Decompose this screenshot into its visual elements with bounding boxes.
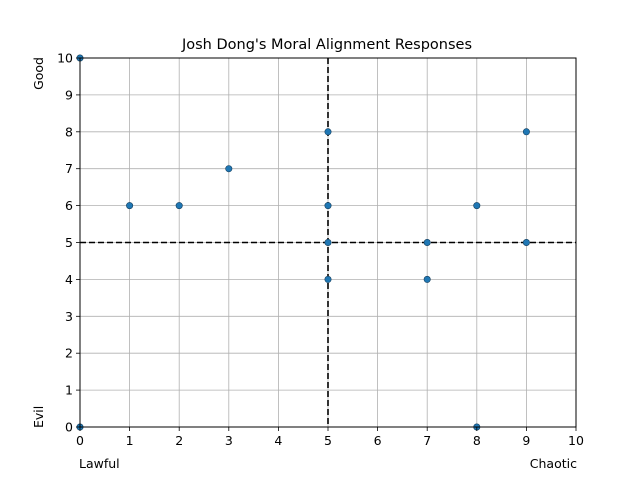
scatter-point [324,128,332,136]
y-tick-label: 5 [65,235,73,250]
x-tick-label: 7 [423,433,431,448]
y-tick-label: 10 [57,51,73,66]
scatter-point [522,128,530,136]
x-axis-label-right: Chaotic [530,456,577,471]
x-tick-label: 0 [76,433,84,448]
y-axis-label-top: Good [31,57,46,90]
scatter-point [423,239,431,247]
scatter-point [473,202,481,210]
axis-ticks: 0 1 2 3 4 5 6 7 8 9 10 0 1 2 3 4 5 6 7 8 9 10 [57,51,584,449]
scatter-point [324,202,332,210]
y-tick-label: 6 [65,198,73,213]
data-points [76,54,530,431]
x-tick-label: 5 [324,433,332,448]
y-tick-label: 1 [65,383,73,398]
x-tick-label: 4 [274,433,282,448]
y-tick-label: 4 [65,272,73,287]
y-tick-label: 8 [65,124,73,139]
scatter-point [225,165,233,173]
scatter-point [423,275,431,283]
x-axis-label-left: Lawful [79,456,120,471]
y-tick-label: 0 [65,420,73,435]
chart-title: Josh Dong's Moral Alignment Responses [181,37,472,53]
scatter-point [175,202,183,210]
y-tick-label: 7 [65,161,73,176]
x-tick-label: 2 [175,433,183,448]
x-tick-label: 6 [374,433,382,448]
x-tick-label: 8 [473,433,481,448]
scatter-point [522,239,530,247]
scatter-point [126,202,134,210]
scatter-point [324,275,332,283]
x-tick-label: 1 [126,433,134,448]
x-tick-label: 3 [225,433,233,448]
y-axis-label-bottom: Evil [31,406,46,428]
y-tick-label: 9 [65,87,73,102]
x-tick-label: 9 [522,433,530,448]
y-tick-label: 3 [65,309,73,324]
y-tick-label: 2 [65,346,73,361]
x-tick-label: 10 [568,433,584,448]
scatter-point [324,239,332,247]
